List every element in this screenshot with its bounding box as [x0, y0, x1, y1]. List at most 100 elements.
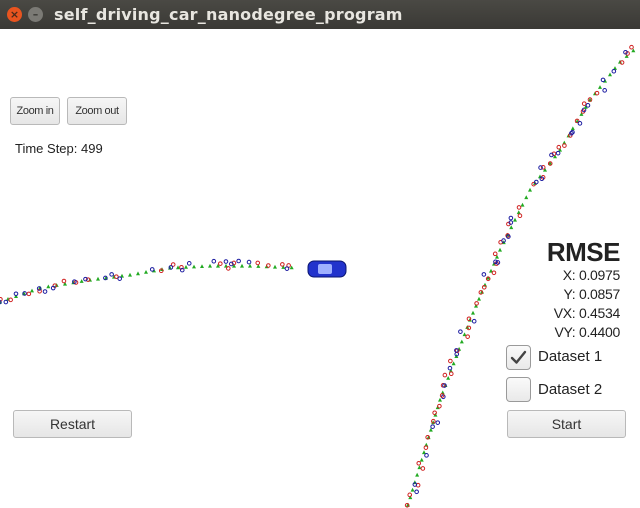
lidar-marker [266, 263, 271, 268]
estimate-marker [509, 225, 514, 230]
estimate-marker [417, 465, 422, 470]
radar-marker [168, 265, 174, 270]
restart-button[interactable]: Restart [13, 410, 132, 438]
radar-marker [506, 234, 511, 239]
radar-marker [149, 267, 155, 272]
radar-marker [117, 276, 123, 281]
lidar-marker [492, 251, 498, 257]
estimate-marker [570, 126, 575, 131]
estimate-marker [120, 273, 124, 278]
radar-marker [508, 220, 514, 225]
lidar-marker [581, 101, 587, 106]
rmse-vx: VX: 0.4534 [553, 305, 621, 321]
estimate-marker [136, 271, 140, 276]
lidar-marker [404, 502, 410, 508]
lidar-marker [420, 466, 426, 471]
estimate-marker [598, 85, 602, 89]
estimate-marker [459, 339, 464, 344]
rmse-y: Y: 0.0857 [563, 286, 621, 302]
start-button[interactable]: Start [507, 410, 626, 438]
lidar-marker [448, 371, 454, 377]
estimate-marker [474, 303, 478, 308]
lidar-marker [474, 301, 479, 306]
radar-marker [223, 259, 229, 264]
radar-marker [555, 150, 561, 156]
estimate-marker [176, 265, 180, 270]
radar-marker [211, 258, 217, 264]
radar-marker [103, 275, 108, 281]
lidar-marker [114, 274, 119, 279]
lidar-marker [516, 205, 522, 210]
lidar-marker [26, 291, 32, 297]
lidar-marker [423, 445, 429, 450]
car-windshield [318, 264, 332, 274]
rmse-panel: RMSE X: 0.0975 Y: 0.0857 VX: 0.4534 VY: … [546, 237, 621, 342]
radar-marker [581, 107, 587, 113]
estimate-marker [462, 332, 467, 337]
lidar-marker [431, 418, 436, 424]
estimate-marker [631, 48, 636, 53]
estimate-marker [273, 264, 277, 269]
minimize-icon[interactable]: – [28, 7, 43, 22]
radar-marker [570, 129, 575, 135]
estimate-marker [184, 265, 188, 269]
dataset1-label: Dataset 1 [538, 348, 603, 365]
estimate-marker [548, 161, 552, 165]
radar-marker [186, 261, 192, 266]
radar-marker [246, 259, 252, 265]
estimate-marker [248, 263, 252, 268]
dataset1-checkbox[interactable] [506, 345, 531, 370]
radar-marker [539, 176, 545, 182]
lidar-marker [439, 393, 445, 398]
radar-marker [412, 482, 418, 487]
lidar-marker [407, 492, 413, 498]
estimate-marker [428, 427, 433, 432]
radar-marker [471, 318, 477, 324]
radar-marker [424, 453, 429, 458]
estimate-marker [558, 147, 562, 152]
estimate-marker [46, 284, 51, 289]
estimate-marker [498, 247, 502, 252]
estimate-marker [14, 294, 18, 298]
estimate-marker [451, 361, 456, 366]
estimate-marker [513, 217, 517, 222]
lidar-marker [37, 288, 42, 294]
radar-marker [13, 291, 19, 297]
zoom-out-button[interactable]: Zoom out [67, 97, 127, 125]
radar-marker [495, 260, 501, 265]
radar-marker [3, 299, 9, 305]
estimate-marker [128, 272, 132, 277]
lidar-marker [255, 260, 261, 266]
radar-marker [623, 49, 628, 55]
estimate-marker [256, 264, 261, 268]
lidar-marker [481, 284, 487, 290]
lidar-marker [594, 90, 600, 96]
dataset2-checkbox[interactable] [506, 377, 531, 402]
lidar-marker [485, 276, 491, 282]
estimate-marker [232, 263, 236, 268]
radar-marker [0, 299, 2, 305]
zoom-in-button[interactable]: Zoom in [10, 97, 60, 125]
rmse-title: RMSE [546, 237, 621, 267]
estimate-marker [624, 54, 629, 58]
radar-marker [493, 259, 498, 265]
estimate-marker [240, 263, 244, 268]
simulation-view [0, 44, 636, 508]
estimate-marker [495, 254, 499, 259]
estimate-marker [524, 195, 529, 200]
lidar-marker [61, 278, 67, 284]
radar-marker [236, 258, 241, 264]
close-icon[interactable]: × [7, 7, 22, 22]
lidar-marker [540, 165, 546, 170]
lidar-marker [226, 266, 231, 271]
lidar-marker [587, 97, 593, 102]
radar-marker [22, 291, 27, 296]
radar-marker [50, 285, 56, 291]
lidar-marker [0, 297, 3, 302]
radar-marker [569, 130, 574, 136]
radar-marker [179, 267, 185, 273]
window-title: self_driving_car_nanodegree_program [54, 5, 403, 24]
estimate-marker [422, 450, 426, 455]
title-bar: × – self_driving_car_nanodegree_program [0, 0, 640, 29]
estimate-marker [471, 310, 475, 315]
